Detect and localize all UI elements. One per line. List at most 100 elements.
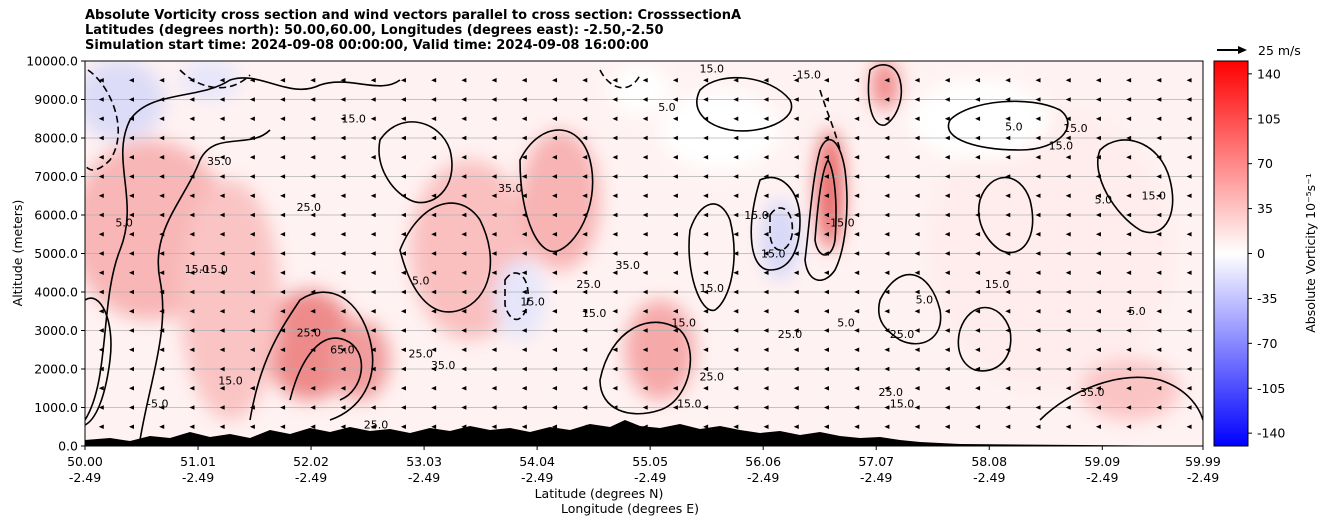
wind-vector <box>914 251 920 256</box>
wind-vector <box>1005 212 1011 218</box>
wind-vector <box>340 270 346 275</box>
wind-vector <box>370 328 376 333</box>
y-tick-label: 6000.0 <box>34 208 78 223</box>
wind-vector <box>1126 347 1132 352</box>
colorbar-tick-label: 70 <box>1257 156 1273 171</box>
x-axis-label-2: Longitude (degrees E) <box>561 501 699 516</box>
x-tick-label-lon: -2.49 <box>182 470 214 485</box>
wind-vector <box>884 78 890 83</box>
wind-vector <box>129 116 135 121</box>
contour-line-dashed <box>599 69 641 89</box>
wind-vector <box>582 78 588 83</box>
wind-vector <box>310 212 316 218</box>
wind-vector <box>854 135 860 141</box>
wind-vector <box>249 135 255 141</box>
wind-vector <box>703 405 709 410</box>
wind-vector <box>1035 174 1041 179</box>
wind-vector <box>521 116 527 121</box>
wind-vector <box>975 97 981 102</box>
wind-vector <box>944 193 950 198</box>
x-tick-label-lon: -2.49 <box>747 470 779 485</box>
wind-vector <box>431 251 437 256</box>
wind-vector <box>491 193 497 198</box>
wind-vector <box>944 116 950 121</box>
wind-vector <box>914 174 920 179</box>
terrain <box>85 420 1203 446</box>
wind-vector <box>793 386 799 391</box>
wind-vector <box>582 232 588 237</box>
wind-vector <box>642 135 648 141</box>
contour-label: 35.0 <box>207 155 232 168</box>
wind-vector <box>98 155 104 160</box>
wind-vector <box>1156 212 1162 218</box>
wind-vector <box>733 328 739 333</box>
wind-vector <box>763 289 769 295</box>
wind-vector <box>612 78 618 83</box>
wind-vector <box>1095 347 1101 352</box>
wind-vector <box>249 347 255 352</box>
wind-vector <box>280 174 286 179</box>
wind-vector <box>944 135 950 141</box>
contour-label: 5.0 <box>1128 305 1146 318</box>
wind-vector <box>1126 155 1132 160</box>
wind-vector <box>612 135 618 141</box>
wind-vector <box>944 251 950 256</box>
quiver-key: 25 m/s <box>1217 43 1301 58</box>
wind-vector <box>763 366 769 372</box>
wind-vector <box>159 97 165 102</box>
wind-vector <box>370 289 376 295</box>
wind-vector <box>854 270 860 275</box>
wind-vector <box>129 309 135 314</box>
wind-vector <box>219 193 225 198</box>
wind-vector <box>189 135 195 141</box>
field-blob <box>1080 360 1180 420</box>
wind-vector <box>914 424 920 429</box>
contour-line-dashed <box>819 89 841 151</box>
wind-vector <box>1035 135 1041 141</box>
wind-vector <box>159 212 165 218</box>
colorbar-tick-label: 35 <box>1257 201 1273 216</box>
wind-vector <box>944 309 950 314</box>
wind-vector <box>703 251 709 256</box>
wind-vector <box>1186 328 1192 333</box>
wind-vector <box>461 405 467 410</box>
field-blob <box>180 180 280 420</box>
colorbar-tick-label: -105 <box>1257 381 1285 396</box>
wind-vector <box>98 289 104 295</box>
wind-vector <box>582 366 588 372</box>
wind-vector <box>1126 270 1132 275</box>
wind-vector <box>914 232 920 237</box>
y-tick-label: 5000.0 <box>34 246 78 261</box>
x-tick-label-lon: -2.49 <box>1187 470 1219 485</box>
wind-vector <box>1186 116 1192 121</box>
wind-vector <box>1065 212 1071 218</box>
wind-vector <box>370 347 376 352</box>
contour-label: 5.0 <box>1005 120 1023 133</box>
wind-vector <box>642 309 648 314</box>
wind-vector <box>1156 251 1162 256</box>
wind-vector <box>461 116 467 121</box>
wind-vector <box>703 347 709 352</box>
wind-vector <box>1065 347 1071 352</box>
wind-vector <box>370 116 376 121</box>
wind-vector <box>431 328 437 333</box>
wind-vector <box>98 270 104 275</box>
wind-vector <box>733 212 739 218</box>
wind-vector <box>884 366 890 372</box>
wind-vector <box>763 135 769 141</box>
contour-label: 25.0 <box>576 278 601 291</box>
wind-vector <box>400 78 406 83</box>
wind-vector <box>823 328 829 333</box>
wind-vector <box>582 270 588 275</box>
wind-vector <box>249 251 255 256</box>
wind-vector <box>219 347 225 352</box>
wind-vector <box>159 155 165 160</box>
wind-vector <box>1005 155 1011 160</box>
wind-vector <box>219 251 225 256</box>
wind-vector <box>793 212 799 218</box>
wind-vector <box>672 232 678 237</box>
wind-vector <box>914 97 920 102</box>
wind-vector <box>340 347 346 352</box>
wind-vector <box>1186 135 1192 141</box>
